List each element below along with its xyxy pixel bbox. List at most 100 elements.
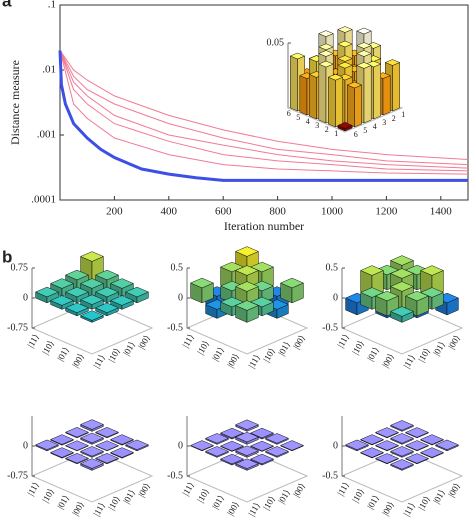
row-label: |01⟩ [276, 488, 292, 505]
x-tick-label: 600 [215, 206, 232, 218]
x-tick-label: 1400 [430, 206, 453, 218]
bar-face [392, 62, 400, 112]
bar-face [219, 453, 245, 465]
col-label: |11⟩ [25, 480, 41, 497]
col-label: |01⟩ [365, 345, 381, 362]
bar-face [335, 76, 343, 128]
bar-face [79, 294, 105, 305]
bar [279, 277, 305, 304]
data-line [59, 50, 469, 172]
bar-face [434, 439, 460, 450]
bar [189, 277, 215, 304]
bar [374, 427, 400, 439]
bar-face [109, 434, 135, 445]
bar [389, 459, 415, 471]
bar-face [289, 52, 306, 60]
data-line [59, 50, 469, 160]
z-tick-label: -0.5 [322, 470, 338, 481]
bar-face [346, 81, 363, 89]
bar [94, 427, 120, 439]
bar [389, 306, 415, 323]
bar-face [219, 296, 245, 308]
bar-face [384, 59, 401, 66]
bar-face [94, 440, 120, 451]
floor [185, 449, 309, 503]
z-tick-label: 0.75 [11, 262, 29, 273]
bar [374, 453, 400, 465]
bar [204, 433, 230, 445]
col-label: |01⟩ [55, 345, 71, 362]
bar [79, 419, 105, 432]
bar-face [389, 433, 415, 444]
bar-face [373, 63, 381, 120]
bar [249, 440, 275, 452]
bar [264, 446, 290, 458]
col-label: |10⟩ [40, 487, 56, 504]
bar [94, 453, 120, 465]
plot-area [59, 4, 469, 201]
bar [79, 310, 105, 323]
bar [389, 446, 415, 458]
z-tick-label: -0.75 [7, 322, 28, 333]
bar-face [356, 27, 372, 35]
z-tick-label: 0 [23, 292, 28, 303]
bar-face [374, 427, 400, 438]
bar [64, 440, 90, 452]
bar-face [347, 84, 355, 128]
y-axis-label: Distance measure [8, 60, 22, 145]
row-label: |10⟩ [261, 346, 277, 363]
bar [404, 440, 430, 452]
row-label: |01⟩ [121, 340, 137, 357]
y-tick-label: .1 [48, 0, 56, 11]
z-tick-label: 0.5 [326, 262, 339, 273]
row-label: |01⟩ [431, 340, 447, 357]
bar [49, 434, 75, 446]
data-line [59, 50, 469, 175]
z-tick-label: 0.5 [171, 262, 184, 273]
bar-face [64, 286, 90, 298]
bar [79, 294, 105, 310]
z-tick-label: 0 [333, 440, 338, 451]
bar-face [389, 459, 415, 470]
bar-face [34, 286, 60, 298]
bar [109, 447, 135, 459]
data-line [59, 50, 469, 166]
bar-face [109, 278, 135, 289]
bar-face [249, 440, 275, 452]
bar [49, 295, 75, 310]
row-label: |00⟩ [136, 481, 152, 498]
bar [109, 434, 135, 446]
bar-face [64, 453, 90, 464]
data-line [59, 50, 469, 169]
row-label: |01⟩ [121, 488, 137, 505]
bar [234, 419, 260, 432]
bar [419, 434, 445, 446]
bar-face [249, 296, 275, 308]
bar-face [249, 427, 275, 439]
bar-face [234, 300, 260, 311]
bar-face [309, 74, 317, 120]
col-label: |11⟩ [335, 332, 351, 349]
bar-face [49, 278, 75, 289]
bar-face [279, 277, 305, 289]
bar-face [204, 433, 230, 444]
col-label: |01⟩ [365, 493, 381, 510]
data-line [58, 50, 468, 182]
bar-face [318, 43, 334, 51]
col-label: |00⟩ [70, 500, 86, 517]
bar [79, 432, 105, 445]
bar-face [234, 281, 260, 292]
bar-face [264, 446, 290, 457]
bar-face [219, 427, 245, 439]
bar-face [389, 420, 415, 431]
bar-face [404, 290, 430, 302]
bar-face [363, 65, 372, 124]
bar-face [318, 30, 334, 37]
bar [94, 440, 120, 452]
row-label: |11⟩ [401, 501, 417, 518]
bar-face [354, 84, 362, 128]
z-tick-label: -0.5 [322, 322, 338, 333]
col-label: |00⟩ [380, 352, 396, 369]
x-tick-label: 800 [269, 206, 286, 218]
row-label: 1 [401, 110, 405, 119]
